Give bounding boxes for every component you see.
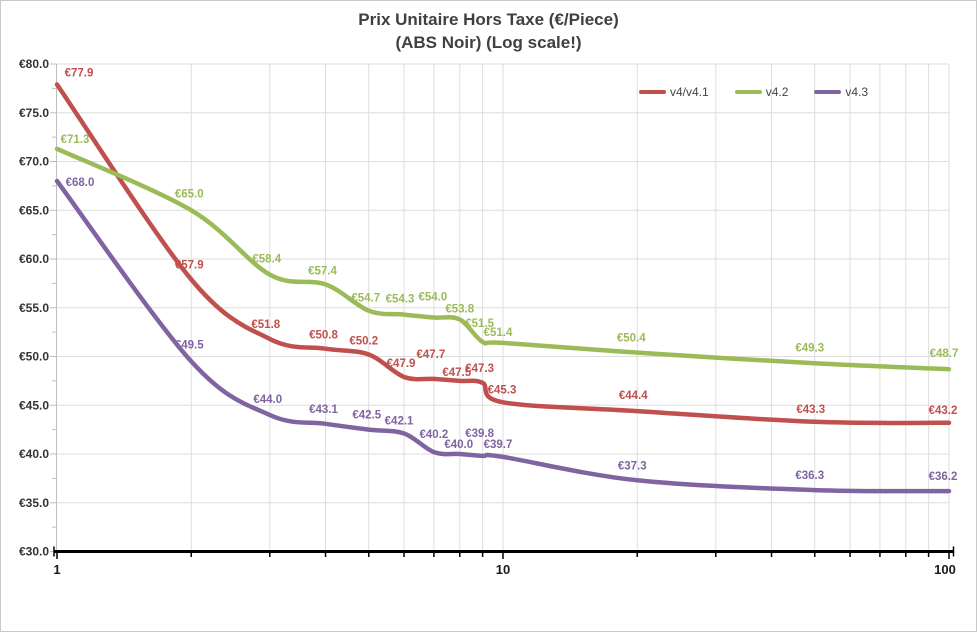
data-label: €44.0 [253,394,282,406]
series-line-v4.3 [54,178,952,494]
data-label: €50.8 [309,330,338,342]
x-tick-label: 100 [934,562,956,577]
legend-item-v4-v41: v4/v4.1 [639,85,709,99]
data-label: €51.5 [465,318,494,330]
legend-label: v4.3 [845,85,869,99]
legend-item-v43: v4.3 [814,85,868,99]
data-label: €47.5 [442,367,471,379]
data-label: €57.4 [308,265,337,277]
data-label: €47.3 [465,363,494,375]
data-label: €54.7 [351,293,380,305]
data-label: €47.7 [417,349,446,361]
y-tick-label: €65.0 [19,203,49,217]
data-label: €39.7 [484,439,513,451]
data-label: €49.5 [175,339,204,351]
data-label: €50.2 [349,336,378,348]
y-tick-label: €35.0 [19,496,49,510]
data-label: €53.8 [445,303,474,315]
y-tick-label: €60.0 [19,252,49,266]
y-tick-label: €70.0 [19,155,49,169]
data-label: €54.3 [386,294,415,306]
legend-label: v4.2 [765,85,789,99]
y-tick-label: €50.0 [19,350,49,364]
data-label: €50.4 [617,333,646,345]
data-label: €51.4 [484,327,513,339]
data-label: €36.2 [929,471,958,483]
data-label: €42.1 [385,416,414,428]
y-tick-label: €45.0 [19,398,49,412]
data-label: €42.5 [352,410,381,422]
data-label: €37.3 [618,460,647,472]
data-label: €65.0 [175,188,204,200]
y-tick-label: €75.0 [19,106,49,120]
legend-line-red-icon [639,90,666,94]
data-label: €43.3 [796,404,825,416]
legend-label: v4/v4.1 [670,85,709,99]
data-label: €47.9 [387,358,416,370]
data-label: €44.4 [619,390,648,402]
data-label: €36.3 [795,470,824,482]
data-label: €45.3 [488,384,517,396]
legend: v4/v4.1 v4.2 v4.3 [639,85,868,99]
data-label: €40.0 [444,439,473,451]
y-tick-label: €80.0 [19,57,49,71]
series-line-v4-v4.1 [54,82,952,426]
data-label: €39.8 [465,428,494,440]
data-label: €43.2 [929,405,958,417]
legend-line-green-icon [734,90,762,94]
x-tick-label: 1 [53,562,60,577]
legend-line-purple-icon [814,90,842,94]
x-tick-label: 10 [496,562,510,577]
series-line-v4.2 [54,146,952,372]
y-tick-label: €40.0 [19,447,49,461]
data-label: €48.7 [930,348,959,360]
data-label: €71.3 [61,134,90,146]
data-label: €43.1 [309,404,338,416]
data-label: €49.3 [795,342,824,354]
data-label: €77.9 [65,68,94,80]
data-label: €40.2 [420,429,449,441]
data-label: €57.9 [175,260,204,272]
legend-item-v42: v4.2 [734,85,789,99]
y-tick-label: €55.0 [19,301,49,315]
data-label: €58.4 [252,254,281,266]
y-tick-label: €30.0 [19,545,49,559]
data-label: €68.0 [66,177,95,189]
data-label: €54.0 [419,292,448,304]
data-label: €51.8 [251,319,280,331]
